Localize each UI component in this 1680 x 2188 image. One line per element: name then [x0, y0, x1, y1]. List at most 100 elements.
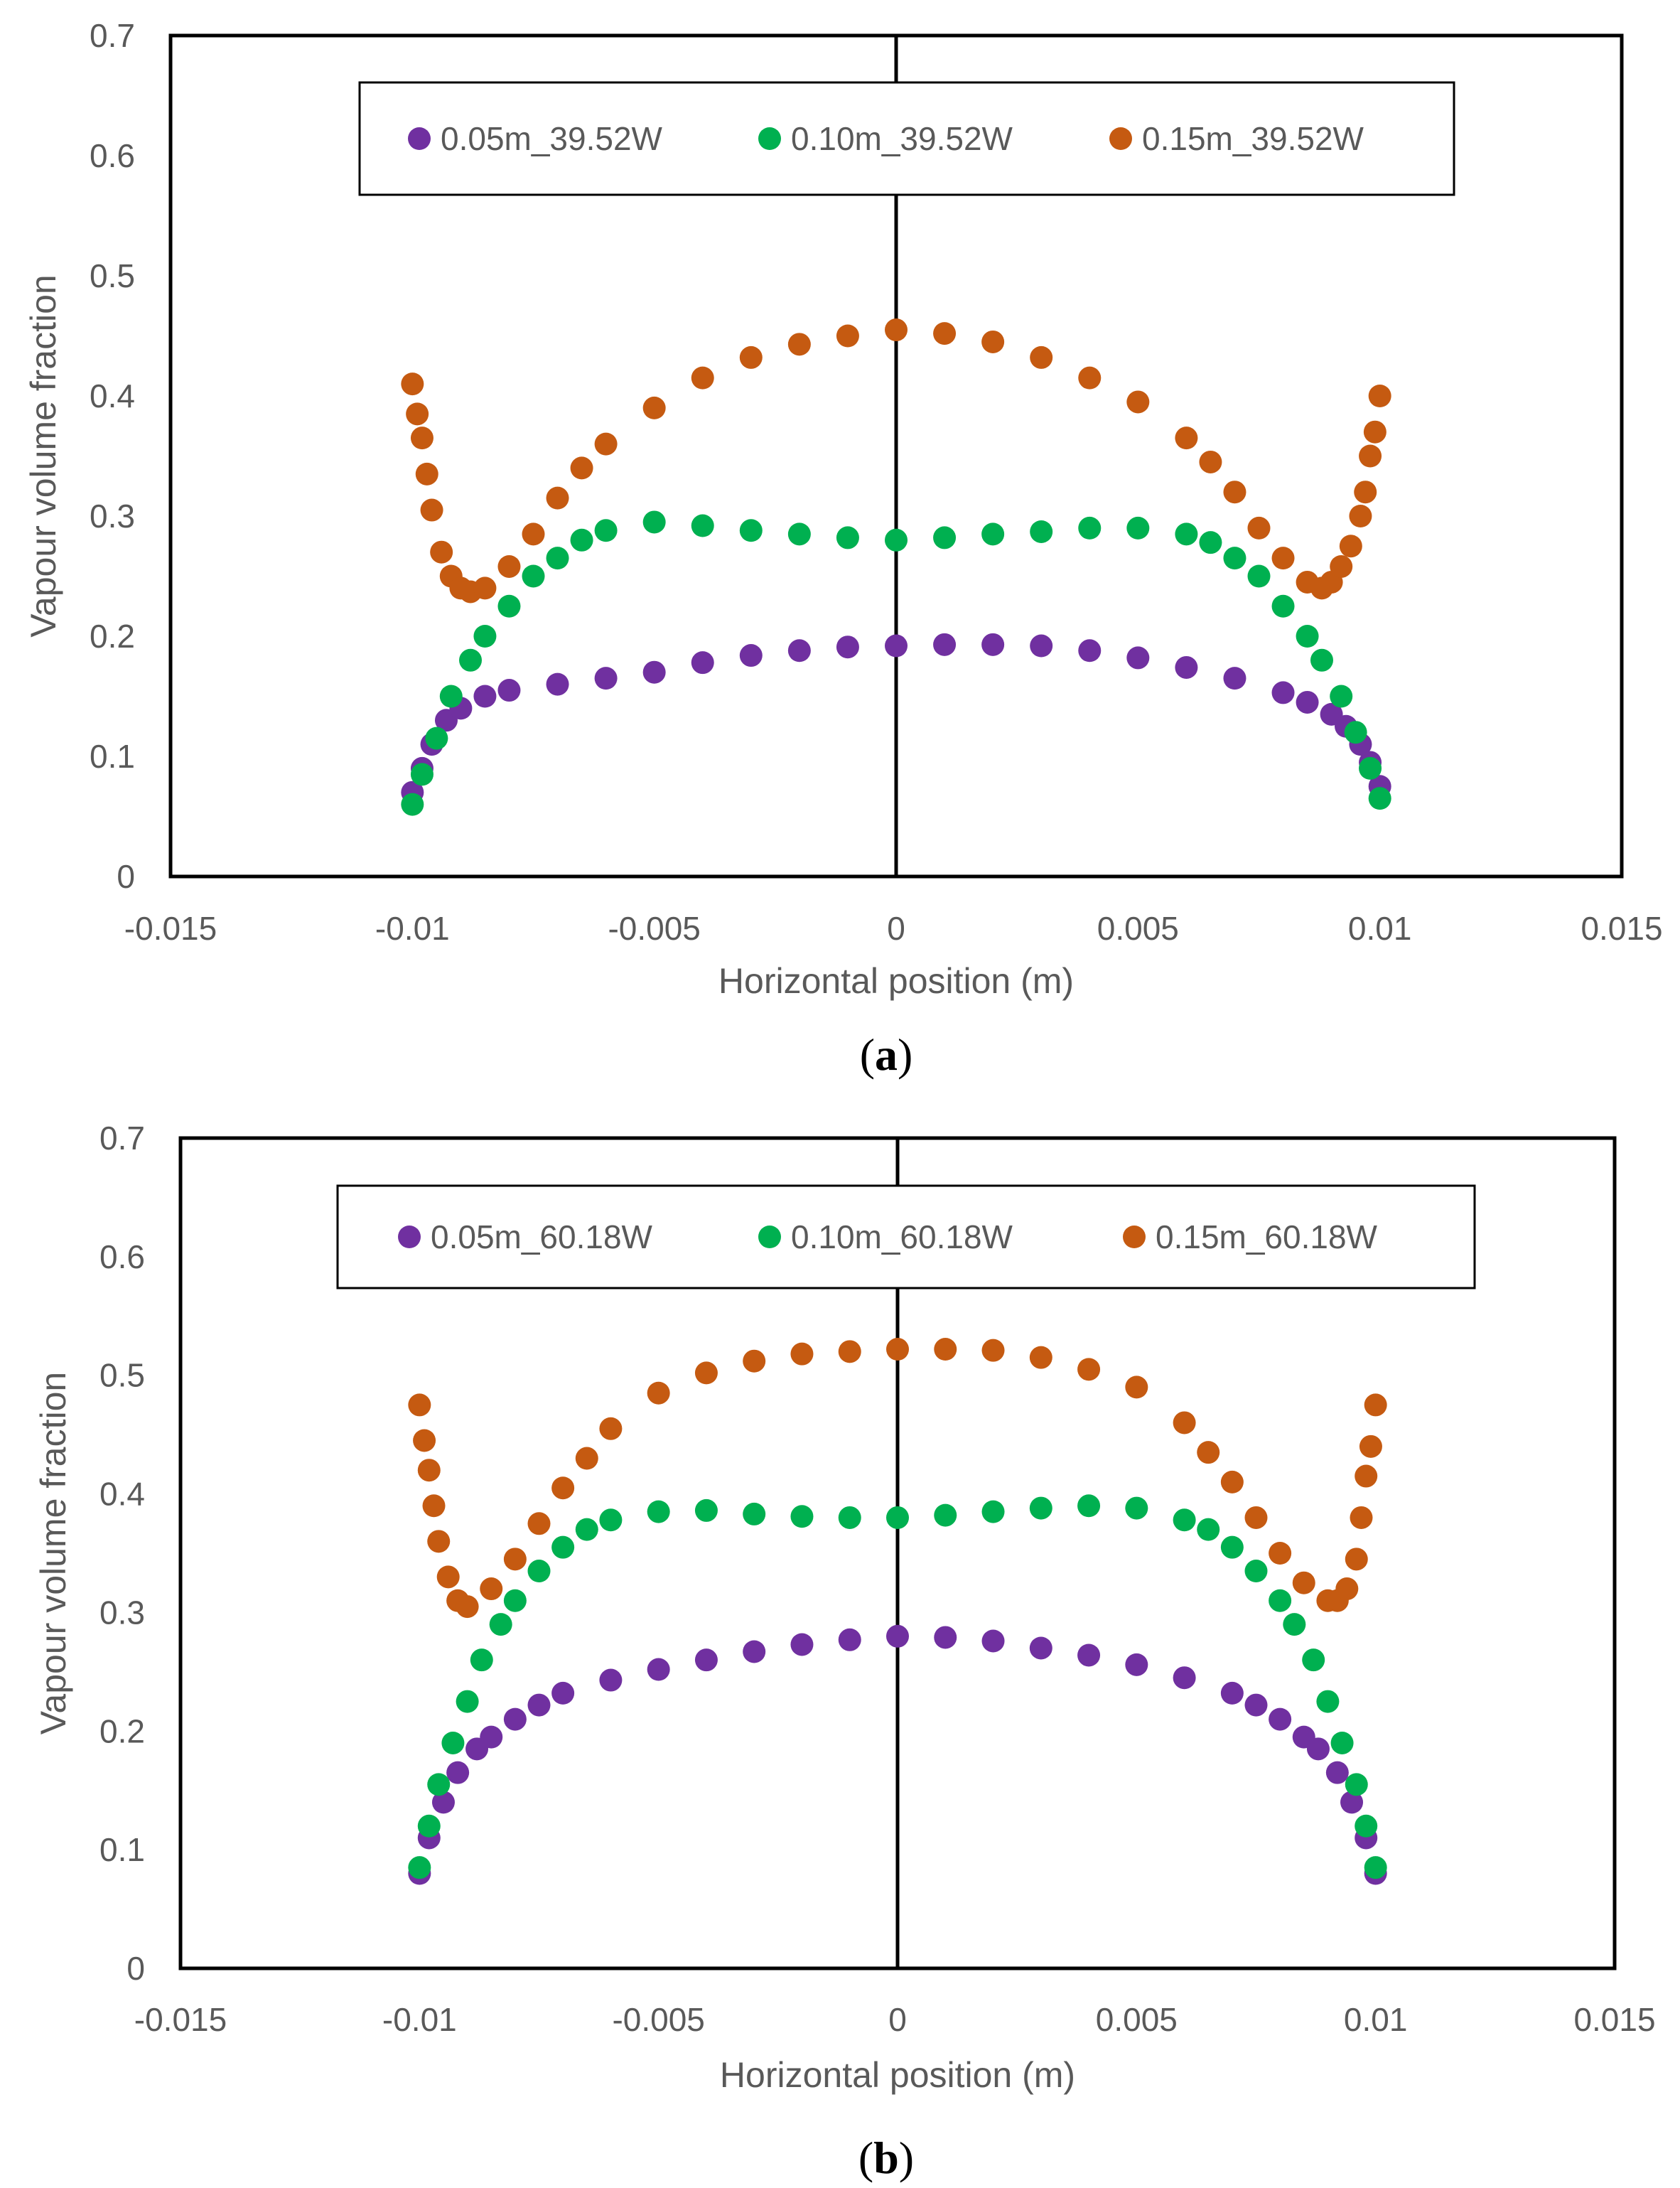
legend-entry-label: 0.10m_39.52W	[791, 120, 1013, 157]
data-point	[427, 1530, 451, 1553]
data-point	[739, 345, 763, 369]
data-point	[441, 1731, 465, 1754]
data-point	[1310, 648, 1333, 672]
data-point	[1078, 639, 1102, 663]
data-point	[739, 519, 763, 542]
chart-panel-b: -0.015 -0.01 -0.005 0 0.005 0.01 0.015 0 0.1 0.2 0…	[0, 1094, 1680, 2188]
data-point	[551, 1476, 575, 1500]
series-2-points	[401, 318, 1391, 604]
data-point	[1350, 1506, 1373, 1529]
data-point	[838, 1340, 861, 1363]
data-point	[1223, 667, 1246, 690]
x-tick-label: -0.015	[134, 2001, 227, 2038]
data-point	[934, 1503, 957, 1527]
data-point	[1077, 1643, 1101, 1667]
data-point	[1271, 547, 1295, 570]
data-point	[836, 324, 859, 348]
legend-marker	[1123, 1226, 1146, 1248]
data-point	[406, 402, 429, 426]
x-tick-label: 0.005	[1096, 2001, 1178, 2038]
data-point	[570, 528, 593, 552]
data-point	[1173, 1666, 1196, 1690]
y-tick-label: 0.6	[90, 137, 135, 174]
data-point	[691, 651, 714, 675]
x-axis-title: Horizontal position (m)	[718, 961, 1074, 1001]
data-point	[1077, 1494, 1101, 1518]
data-point	[642, 660, 666, 684]
y-tick-label: 0.2	[99, 1712, 145, 1749]
data-point	[1345, 1548, 1368, 1571]
data-point	[422, 1494, 446, 1518]
data-point	[1078, 516, 1102, 540]
data-point	[1283, 1613, 1306, 1636]
data-point	[401, 793, 424, 816]
legend-entry-label: 0.05m_60.18W	[431, 1218, 653, 1255]
caption-a: (a)	[860, 1029, 913, 1080]
y-tick-label: 0.5	[90, 257, 135, 294]
data-point	[1368, 787, 1391, 810]
data-point	[1364, 1856, 1387, 1879]
data-point	[743, 1349, 766, 1373]
data-point	[1339, 535, 1362, 558]
chart-b-svg: -0.015 -0.01 -0.005 0 0.005 0.01 0.015 0 0.1 0.2 0…	[33, 1120, 1656, 2183]
data-point	[1349, 505, 1372, 527]
x-tick-label: -0.005	[608, 910, 700, 947]
x-tick-label: -0.005	[612, 2001, 704, 2038]
data-point	[885, 318, 908, 342]
data-point	[570, 456, 593, 480]
data-point	[1223, 481, 1246, 504]
data-point	[551, 1681, 575, 1705]
x-tick-label: -0.01	[382, 2001, 457, 2038]
data-point	[1271, 594, 1295, 618]
data-point	[456, 1595, 479, 1619]
data-point	[981, 633, 1005, 656]
data-point	[527, 1693, 551, 1717]
data-point	[1269, 1589, 1292, 1612]
data-point	[642, 510, 666, 534]
data-point	[594, 667, 618, 690]
data-point	[551, 1535, 575, 1559]
data-point	[1029, 1496, 1052, 1520]
legend-marker	[758, 1226, 781, 1248]
series-1-points	[408, 1494, 1387, 1879]
data-point	[1126, 646, 1150, 670]
data-point	[401, 372, 424, 396]
data-point	[694, 1361, 718, 1385]
data-point	[546, 486, 569, 510]
data-point	[787, 639, 811, 663]
data-point	[1330, 554, 1353, 578]
data-point	[1199, 450, 1222, 473]
chart-a-svg: -0.015 -0.01 -0.005 0 0.005 0.01 0.015 0 0.1 0.2 0…	[23, 17, 1663, 1080]
data-point	[1296, 690, 1319, 714]
data-point	[1197, 1441, 1220, 1464]
x-tick-label: 0.01	[1348, 910, 1412, 947]
x-tick-label: -0.01	[375, 910, 450, 947]
data-point	[1173, 1411, 1196, 1434]
y-tick-label: 0.4	[90, 377, 135, 414]
data-point	[1199, 531, 1222, 554]
x-tick-label: 0	[887, 910, 905, 947]
data-point	[1029, 1346, 1052, 1369]
data-point	[408, 1393, 431, 1417]
data-point	[981, 330, 1005, 353]
data-point	[497, 679, 521, 702]
data-point	[431, 1791, 455, 1814]
data-point	[575, 1518, 598, 1541]
data-point	[647, 1658, 670, 1681]
data-point	[1126, 516, 1150, 540]
data-point	[522, 522, 545, 546]
data-point	[480, 1725, 503, 1749]
data-point	[413, 1429, 436, 1452]
data-point	[430, 540, 453, 564]
data-point	[473, 685, 497, 708]
legend-box	[358, 81, 1455, 196]
data-point	[1247, 564, 1271, 588]
data-point	[1223, 547, 1246, 570]
data-point	[836, 636, 859, 659]
caption-b: (b)	[858, 2133, 914, 2183]
data-point	[470, 1648, 493, 1672]
data-point	[1355, 1464, 1378, 1488]
data-point	[1220, 1535, 1244, 1559]
y-tick-label: 0.6	[99, 1238, 145, 1275]
data-point	[1364, 1393, 1387, 1417]
